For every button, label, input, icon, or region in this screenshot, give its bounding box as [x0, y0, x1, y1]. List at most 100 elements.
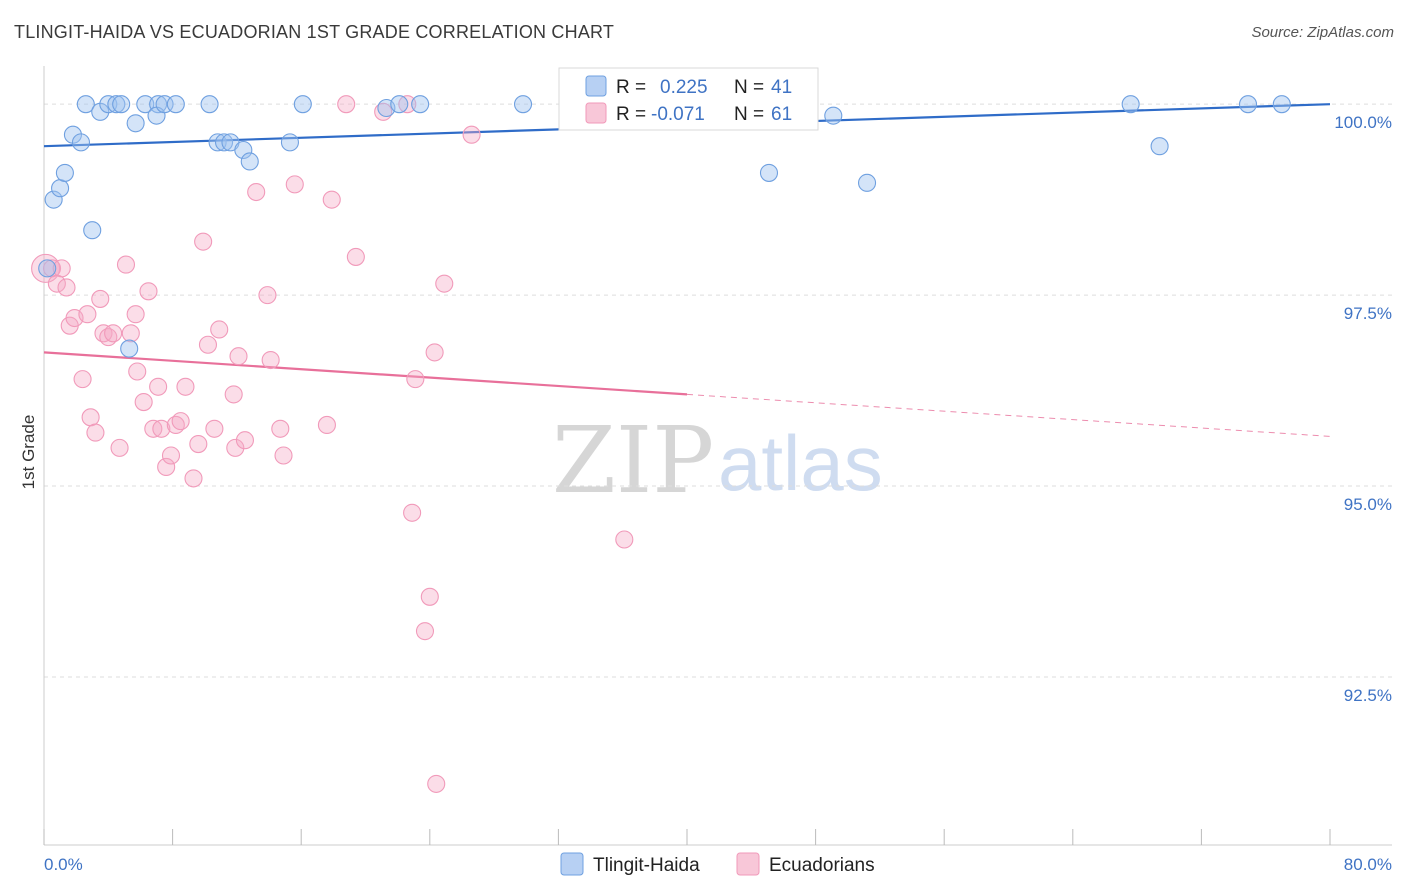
series-legend-label-ecuadorians: Ecuadorians [769, 855, 875, 876]
ecuadorians-point [403, 503, 422, 522]
ecuadorians-point [226, 438, 245, 457]
series-legend: Tlingit-Haida Ecuadorians [560, 852, 875, 876]
tlingit-haida-point [214, 133, 234, 152]
ecuadorians-point [57, 278, 76, 297]
y-tick-label: 100.0% [1334, 113, 1392, 132]
ecuadorians-point [462, 125, 481, 144]
tlingit-haida-point [120, 339, 139, 358]
tlingit-haida-point [824, 106, 843, 125]
watermark-zip: ZIP [552, 407, 714, 514]
ecuadorians-point [271, 419, 290, 438]
tlingit-haida-point [759, 163, 779, 182]
tlingit-haida-point [112, 95, 131, 114]
ecuadorians-point [261, 350, 280, 370]
ecuadorians-point [171, 412, 190, 431]
tlingit-haida-point [390, 95, 409, 114]
ecuadorians-point [52, 259, 71, 278]
legend-r-value-tlingit: 0.225 [660, 77, 708, 98]
legend-r-value-ecuadorians: -0.071 [651, 104, 705, 125]
ecuadorians-point [161, 446, 181, 465]
ecuadorians-point [425, 343, 444, 362]
legend-n-value-ecuadorians: 61 [771, 104, 792, 125]
tlingit-haida-point [51, 179, 70, 198]
ecuadorians-point [247, 182, 266, 202]
tlingit-haida-point [200, 95, 219, 114]
x-tick-label: 0.0% [44, 855, 83, 874]
y-tick-labels: 100.0% 97.5% 95.0% 92.5% [1334, 113, 1392, 705]
ecuadorians-point [139, 282, 158, 301]
tlingit-haida-point [1121, 95, 1140, 114]
tlingit-haida-point [1238, 95, 1258, 114]
ecuadorians-point [184, 469, 203, 488]
tlingit-haida-point [411, 95, 430, 114]
ecuadorians-point [258, 286, 277, 305]
tlingit-haida-point [76, 95, 95, 114]
tlingit-haida-point [149, 95, 168, 114]
tlingit-haida-point [293, 95, 312, 114]
source-label: Source: ZipAtlas.com [1251, 24, 1394, 41]
ecuadorians-point [194, 232, 213, 251]
series-legend-swatch-ecuadorians [736, 852, 760, 876]
tlingit-haida-point [126, 114, 145, 133]
tlingit-haida-point [280, 133, 299, 152]
series-legend-swatch-tlingit [560, 852, 584, 876]
ecuadorians-point [198, 335, 218, 354]
ecuadorians-point [81, 408, 100, 427]
ecuadorians-point [189, 434, 208, 454]
ecuadorians-point [157, 457, 176, 477]
watermark-atlas: atlas [718, 419, 883, 507]
ecuadorians-point [91, 289, 110, 308]
ecuadorians-point [126, 305, 145, 324]
ecuadorians-point [78, 305, 97, 324]
y-tick-label: 92.5% [1344, 686, 1392, 705]
ecuadorians-point [420, 587, 439, 606]
legend-n-value-tlingit: 41 [771, 77, 792, 98]
ecuadorians-point [104, 324, 123, 343]
ecuadorians-point [615, 530, 634, 549]
tlingit-haida-point [208, 133, 227, 152]
ecuadorians-point [235, 431, 254, 450]
stats-legend: R = 0.225 N = 41 R = -0.071 N = 61 [558, 67, 819, 131]
ecuadorians-point [116, 255, 136, 274]
chart-title: TLINGIT-HAIDA VS ECUADORIAN 1ST GRADE CO… [14, 22, 615, 42]
legend-r-label: R = [616, 104, 646, 125]
ecuadorians-point [346, 247, 365, 266]
tlingit-haida-point [136, 95, 155, 114]
ecuadorians-point [322, 190, 341, 209]
ecuadorians-point [337, 95, 356, 114]
gridlines [44, 103, 1392, 678]
ecuadorians-point [317, 415, 336, 435]
ecuadorians-point [205, 419, 224, 438]
legend-n-label: N = [734, 77, 764, 98]
y-tick-label: 97.5% [1344, 304, 1392, 323]
legend-swatch-tlingit [585, 75, 607, 97]
tlingit-haida-point [55, 163, 74, 182]
ecuadorians-point [128, 362, 147, 381]
axes [43, 66, 1392, 846]
ecuadorians-point [406, 370, 425, 389]
ecuadorians-point [152, 419, 171, 438]
tlingit-haida-point [1150, 137, 1169, 156]
ecuadorians-point [86, 423, 105, 442]
tlingit-haida-point [166, 95, 185, 114]
ecuadorians-point [224, 385, 243, 404]
ecuadorians-point [110, 438, 129, 457]
data-points [31, 95, 1291, 793]
ecuadorians-point [427, 774, 446, 793]
trend-line-projection [686, 393, 1331, 437]
y-tick-label: 95.0% [1344, 495, 1392, 514]
ecuadorians-point [210, 320, 229, 339]
tlingit-haida-point [71, 133, 91, 152]
tlingit-haida-point [107, 95, 126, 114]
ecuadorians-point [435, 274, 454, 293]
ecuadorians-point [73, 370, 92, 389]
legend-swatch-ecuadorians [585, 102, 607, 124]
tlingit-haida-point [240, 152, 259, 171]
trend-line-ecuadorians [43, 351, 688, 396]
ecuadorians-point [415, 622, 435, 641]
legend-r-label: R = [616, 77, 646, 98]
ecuadorians-point [176, 377, 195, 396]
series-legend-label-tlingit: Tlingit-Haida [593, 855, 700, 876]
ecuadorians-point [274, 446, 293, 465]
